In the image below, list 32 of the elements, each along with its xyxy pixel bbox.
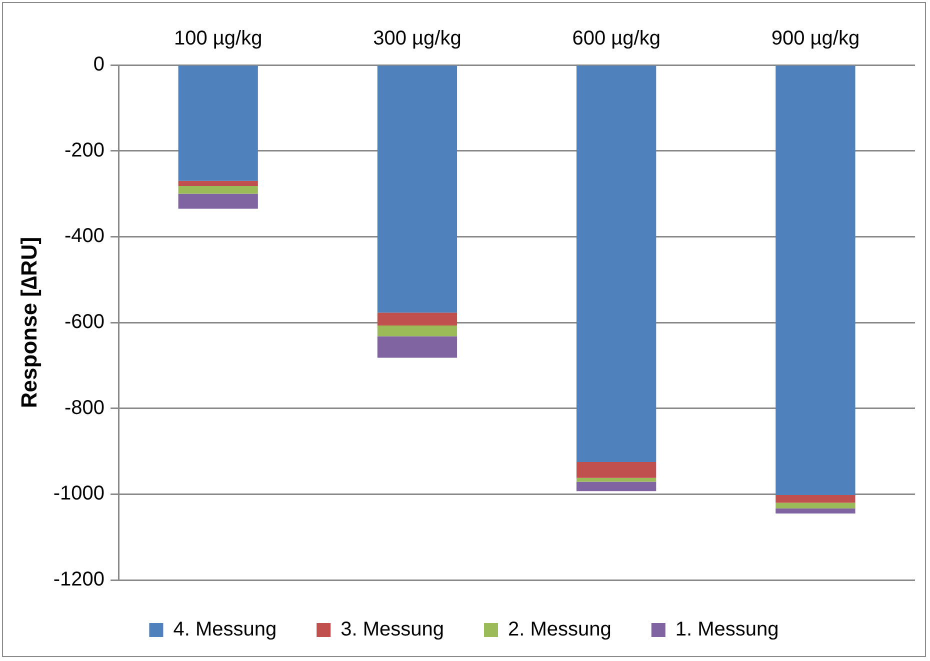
bar xyxy=(178,180,258,186)
bar xyxy=(178,66,258,181)
x-tick-label: 100 µg/kg xyxy=(174,28,262,50)
bar xyxy=(178,186,258,194)
y-tick-label: -400 xyxy=(64,225,105,248)
bar xyxy=(377,66,458,313)
legend-label: 1. Messung xyxy=(675,618,779,641)
x-tick-label: 600 µg/kg xyxy=(572,28,660,50)
bar xyxy=(576,478,656,482)
bar xyxy=(377,336,458,358)
legend-label: 3. Messung xyxy=(340,618,444,641)
legend-label: 2. Messung xyxy=(508,618,612,641)
bar xyxy=(178,194,258,209)
y-tick-label: -200 xyxy=(64,139,105,162)
y-tick-label: 0 xyxy=(93,54,105,76)
legend-label: 4. Messung xyxy=(173,618,277,641)
bar xyxy=(576,66,656,462)
bar xyxy=(776,66,856,496)
x-tick-label: 300 µg/kg xyxy=(373,28,462,50)
bar xyxy=(576,482,656,492)
y-tick-label: -800 xyxy=(64,396,105,419)
y-tick-label: -1200 xyxy=(53,568,105,591)
bar xyxy=(576,462,656,478)
bar xyxy=(776,502,856,508)
x-tick-label: 900 µg/kg xyxy=(771,28,860,50)
bar xyxy=(776,508,856,514)
bar xyxy=(377,312,458,326)
y-tick-label: -600 xyxy=(64,311,105,334)
bar xyxy=(776,495,856,503)
bar xyxy=(377,326,458,336)
y-tick-label: -1000 xyxy=(53,482,105,505)
y-axis-title: Response [∆RU] xyxy=(16,236,42,408)
